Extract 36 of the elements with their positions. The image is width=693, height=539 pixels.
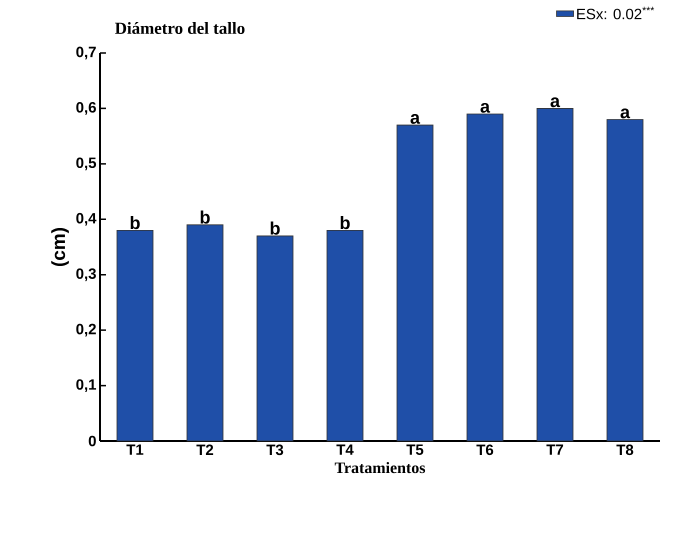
bar (396, 124, 434, 442)
annotation: a (480, 102, 490, 113)
annotation: b (270, 222, 280, 235)
x-tick-label: T5 (406, 444, 424, 455)
bar (186, 224, 224, 442)
y-tick-label: 0,7 (76, 46, 96, 60)
annotation: a (410, 114, 420, 124)
annotation: b (200, 210, 210, 224)
bar (116, 230, 154, 442)
bar (326, 230, 364, 442)
bar (466, 114, 504, 442)
x-tick-label: T7 (546, 444, 564, 455)
y-tick-label: 0 (88, 436, 96, 446)
bar (536, 108, 574, 442)
x-tick-label: T2 (196, 444, 214, 455)
y-tick-label: 0,4 (76, 212, 96, 226)
x-tick-label: T4 (336, 444, 354, 455)
chart-title: Diámetro del tallo (115, 22, 245, 34)
bar (606, 119, 644, 442)
annotation: b (340, 216, 350, 230)
x-tick-label: T6 (476, 444, 494, 456)
x-tick-label: T3 (266, 444, 284, 456)
x-tick-label: T8 (616, 444, 634, 456)
y-tick-label: 0,2 (76, 324, 96, 337)
y-tick-label: 0,5 (76, 157, 96, 170)
x-tick-label: T1 (126, 444, 144, 455)
bar (256, 236, 294, 442)
y-tick-label: 0,1 (76, 379, 96, 392)
legend-label: ESx: 0.02$^{***}$ (577, 6, 654, 20)
annotation: a (620, 108, 630, 118)
x-axis-title: Tratamientos (334, 462, 426, 474)
y-axis-title: (cm) (51, 228, 69, 266)
annotation: b (130, 216, 140, 230)
annotation: a (550, 97, 560, 108)
y-tick-label: 0,3 (76, 268, 96, 282)
y-tick-label: 0,6 (76, 102, 96, 115)
